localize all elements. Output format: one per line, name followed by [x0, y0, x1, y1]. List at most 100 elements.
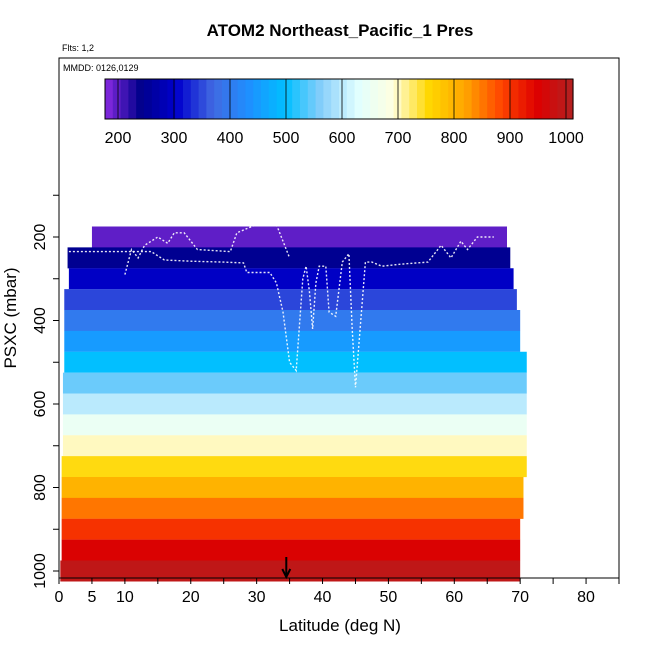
colorbar-segment [144, 79, 153, 119]
colorbar-segment [432, 79, 441, 119]
flights-label: Flts: 1,2 [62, 43, 94, 53]
pressure-band [64, 330, 521, 352]
colorbar-segment [495, 79, 504, 119]
colorbar-segment [518, 79, 527, 119]
x-tick-label: 0 [55, 589, 64, 606]
colorbar-tick-label: 900 [497, 130, 524, 147]
colorbar-segment [424, 79, 434, 119]
colorbar-segment [487, 79, 496, 119]
x-tick-label: 60 [445, 589, 463, 606]
pressure-band [67, 247, 511, 269]
colorbar-tick-label: 500 [273, 130, 300, 147]
colorbar-segment [385, 79, 395, 119]
flight-track-1 [68, 236, 494, 388]
colorbar-segment [448, 79, 457, 119]
colorbar-segment [268, 79, 278, 119]
x-tick-label: 5 [87, 589, 96, 606]
plot-frame [58, 57, 620, 579]
chart-title: ATOM2 Northeast_Pacific_1 Pres [207, 21, 474, 40]
colorbar-tick-label: 400 [217, 130, 244, 147]
colorbar-segment [541, 79, 551, 119]
y-tick-label: 400 [32, 307, 49, 334]
colorbar-segment [214, 79, 223, 119]
colorbar-segment [409, 79, 418, 119]
y-axis-label: PSXC (mbar) [1, 267, 20, 368]
colorbar-segment [183, 79, 192, 119]
colorbar-segment [300, 79, 309, 119]
colorbar-segment [534, 79, 543, 119]
colorbar-segment [471, 79, 480, 119]
colorbar-segment [120, 79, 129, 119]
y-tick-label: 600 [32, 391, 49, 418]
x-tick-label: 10 [116, 589, 134, 606]
pressure-band [61, 477, 524, 498]
colorbar-segment [362, 79, 371, 119]
colorbar-segment [292, 79, 301, 119]
colorbar-frame [104, 78, 574, 120]
colorbar-segment [105, 79, 114, 119]
colorbar-tick-label: 700 [385, 130, 412, 147]
colorbar-segment [112, 79, 122, 119]
colorbar-segment [565, 79, 574, 119]
colorbar-segment [307, 79, 317, 119]
colorbar-segment [510, 79, 519, 119]
colorbar-segment [284, 79, 293, 119]
colorbar-segment [253, 79, 262, 119]
colorbar-segment [456, 79, 465, 119]
colorbar-segment [417, 79, 426, 119]
y-tick-label: 800 [32, 474, 49, 501]
latitude-arrow [281, 557, 292, 580]
flight-track-2 [124, 223, 291, 275]
colorbar-segment [502, 79, 512, 119]
colorbar-segment [557, 79, 566, 119]
pressure-band [61, 518, 521, 540]
colorbar-segment [159, 79, 168, 119]
pressure-band [64, 351, 527, 373]
pressure-band [62, 435, 527, 457]
colorbar-segment [440, 79, 449, 119]
x-tick-label: 50 [380, 589, 398, 606]
dates-label: MMDD: 0126,0129 [63, 63, 139, 73]
colorbar-segment [128, 79, 137, 119]
colorbar-tick-label: 800 [441, 130, 468, 147]
colorbar-segment [339, 79, 348, 119]
x-tick-label: 70 [511, 589, 529, 606]
pressure-bands [60, 226, 527, 582]
colorbar [104, 78, 574, 120]
colorbar-segment [463, 79, 473, 119]
colorbar-segment [331, 79, 340, 119]
y-axis: 200 400 600 800 1000 [32, 194, 59, 589]
pressure-band [64, 310, 521, 331]
colorbar-segment [549, 79, 558, 119]
colorbar-segment [245, 79, 254, 119]
y-tick-label: 200 [32, 224, 49, 251]
colorbar-segment [167, 79, 176, 119]
colorbar-tick-label: 1000 [548, 130, 584, 147]
colorbar-segment [229, 79, 239, 119]
pressure-band [91, 226, 508, 248]
flight-tracks [68, 223, 494, 388]
x-tick-label: 80 [577, 589, 595, 606]
colorbar-segment [401, 79, 410, 119]
colorbar-segment [346, 79, 356, 119]
colorbar-segment [175, 79, 184, 119]
x-axis: 0 5 10 20 30 40 50 60 70 80 [55, 578, 620, 606]
x-tick-label: 40 [314, 589, 332, 606]
colorbar-segment [206, 79, 215, 119]
arrow-head [281, 568, 292, 580]
pressure-band [62, 393, 527, 415]
pressure-band [62, 414, 527, 436]
colorbar-tick-label: 300 [161, 130, 188, 147]
x-axis-label: Latitude (deg N) [279, 616, 401, 635]
colorbar-segment [479, 79, 488, 119]
colorbar-segment [276, 79, 285, 119]
x-tick-label: 20 [182, 589, 200, 606]
colorbar-segment [370, 79, 379, 119]
pressure-band [61, 539, 521, 561]
colorbar-ticks: 200 300 400 500 600 700 800 900 1000 [105, 79, 584, 147]
colorbar-segment [198, 79, 207, 119]
pressure-band [64, 289, 517, 311]
colorbar-segment [237, 79, 246, 119]
pressure-band [61, 497, 524, 519]
